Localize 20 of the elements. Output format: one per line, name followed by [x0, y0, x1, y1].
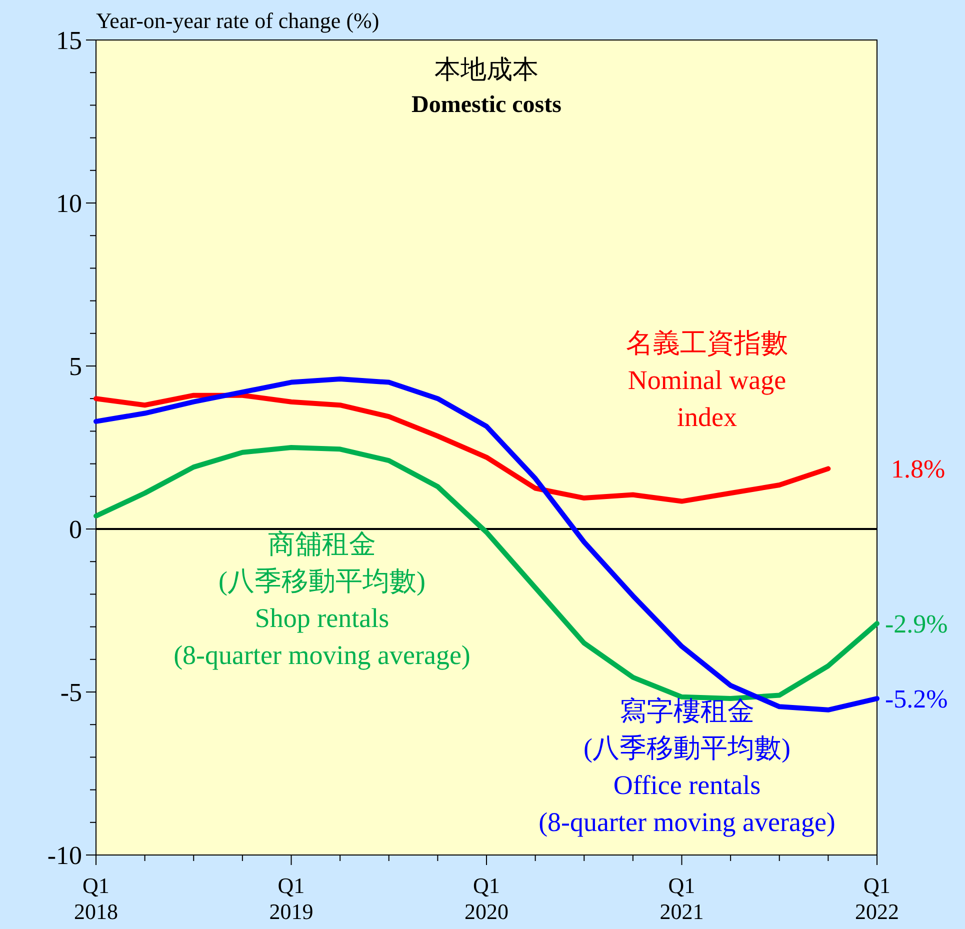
text: 1.8%	[891, 454, 946, 484]
x-tick-label: Q1 2021	[660, 873, 704, 924]
text: -5.2%	[885, 684, 948, 714]
y-tick-label: 10	[56, 189, 82, 218]
y-tick-label: 5	[69, 352, 82, 381]
x-tick-label: Q1 2020	[464, 873, 508, 924]
y-tick-label: -5	[60, 678, 82, 707]
x-tick-label: Q1 2019	[269, 873, 314, 924]
text: 本地成本	[434, 55, 538, 84]
series-label: 商舖租金 (八季移動平均數) Shop rentals (8-quarter moving average)	[174, 529, 470, 670]
series-label: 寫字樓租金 (八季移動平均數) Office rentals (8-quarter moving average)	[538, 696, 836, 837]
y-tick-label: 0	[69, 515, 82, 544]
y-tick-label: -10	[47, 841, 82, 870]
x-tick-label: Q1 2018	[74, 873, 118, 924]
text: -2.9%	[885, 610, 948, 639]
y-axis-title: Year-on-year rate of change (%)	[96, 8, 380, 33]
x-tick-label: Q1 2022	[855, 873, 899, 924]
text: Domestic costs	[412, 92, 562, 118]
y-tick-label: 15	[56, 26, 82, 55]
series-label: 名義工資指數 Nominal wage index	[626, 328, 788, 432]
